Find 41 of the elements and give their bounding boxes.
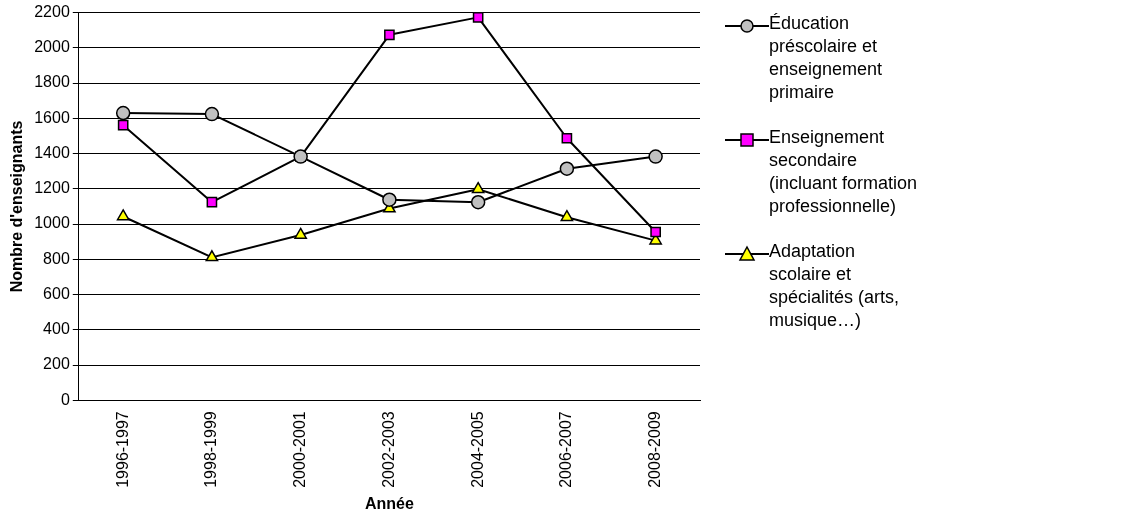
point (117, 119, 129, 131)
point (472, 12, 484, 23)
point (650, 226, 661, 238)
legend-label: Éducation préscolaire et enseignement primaire (769, 12, 884, 104)
y-tick-label: 200 (43, 355, 70, 373)
y-tick-label: 1400 (34, 143, 70, 161)
y-axis-title: Nombre d'enseignants (8, 120, 26, 293)
x-tick-label: 2008-2009 (646, 411, 664, 488)
legend-label: Enseignement secondaire (incluant formation professionnelle) (769, 126, 919, 218)
point (561, 132, 573, 144)
point (115, 105, 131, 121)
y-tick-label: 600 (43, 284, 70, 302)
x-tick-label: 2000-2001 (291, 411, 309, 488)
y-tick-label: 1600 (34, 108, 70, 126)
y-tick-label: 1800 (34, 73, 70, 91)
x-tick-label: 1996-1997 (113, 411, 131, 488)
x-tick-label: 1998-1999 (202, 411, 220, 488)
point (471, 181, 485, 194)
x-axis-title: Année (364, 494, 414, 512)
y-tick-label: 400 (43, 320, 70, 338)
point (384, 29, 395, 41)
point (382, 192, 397, 207)
point (648, 149, 663, 164)
point (116, 209, 130, 221)
y-tick-label: 800 (43, 249, 70, 267)
point (559, 161, 575, 176)
point (204, 106, 220, 122)
point (294, 227, 308, 239)
y-tick-label: 2200 (34, 3, 70, 21)
y-tick-label: 1200 (34, 179, 70, 197)
y-tick-label: 1000 (34, 214, 70, 232)
x-tick-label: 2004-2005 (468, 411, 486, 488)
y-tick-label: 0 (60, 390, 70, 408)
point (470, 194, 486, 210)
y-tick-label: 2000 (34, 38, 70, 56)
legend-label: Adaptation scolaire et spécialités (arts, musique…) (769, 240, 901, 332)
point (205, 250, 219, 262)
x-tick-label: 2002-2003 (379, 411, 397, 488)
x-tick-label: 2006-2007 (557, 411, 575, 488)
point (206, 196, 218, 208)
point (560, 209, 574, 222)
